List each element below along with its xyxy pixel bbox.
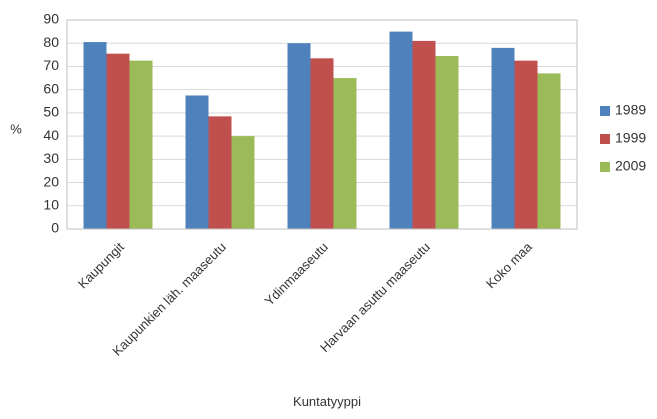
legend: 1989 1999 2009 [600, 102, 646, 174]
y-tick-label: 50 [43, 104, 59, 120]
x-tick-label: Harvaan asuttu maaseutu [317, 239, 433, 355]
axes [66, 19, 578, 230]
bar-1999-3 [412, 40, 436, 230]
bar-2009-2 [333, 78, 357, 229]
bar-1989-2 [287, 43, 311, 229]
x-tick-label: Ydinmaaseutu [262, 239, 331, 308]
bar-2009-1 [231, 136, 255, 229]
y-tick-label: 90 [43, 11, 59, 27]
bar-2009-3 [435, 55, 459, 229]
y-tick-label: 40 [43, 127, 59, 143]
plot-frame [66, 19, 578, 230]
bar-1989-4 [491, 47, 515, 229]
x-axis-title: Kuntatyyppi [293, 394, 361, 409]
legend-swatch-1999 [600, 134, 610, 144]
bar-1999-1 [208, 116, 232, 229]
y-tick-label: 0 [51, 220, 59, 236]
bar-1999-4 [514, 60, 538, 230]
bar-1989-0 [83, 42, 107, 229]
y-tick-label: 30 [43, 150, 59, 166]
bars [83, 31, 561, 230]
y-tick-label: 70 [43, 57, 59, 73]
bar-1989-3 [389, 31, 413, 229]
y-tick-label: 20 [43, 173, 59, 189]
y-tick-label: 60 [43, 80, 59, 96]
bar-1989-1 [185, 95, 209, 229]
x-tick-label: Koko maa [483, 239, 536, 292]
bar-1999-2 [310, 58, 334, 229]
legend-label: 1989 [615, 102, 646, 118]
legend-label: 2009 [615, 158, 646, 174]
bar-2009-4 [537, 73, 561, 230]
bar-2009-0 [129, 60, 153, 230]
y-tick-label: 10 [43, 196, 59, 212]
x-tick-label: Kaupungit [75, 239, 127, 291]
legend-swatch-2009 [600, 162, 610, 172]
y-tick-labels: 0 10 20 30 40 50 60 70 80 90 [43, 11, 59, 236]
y-tick-label: 80 [43, 34, 59, 50]
legend-label: 1999 [615, 130, 646, 146]
bar-1999-0 [106, 53, 130, 229]
y-axis-title: % [10, 121, 22, 136]
x-tick-label: Kaupunkien läh. maaseutu [109, 239, 228, 358]
legend-swatch-1989 [600, 106, 610, 116]
